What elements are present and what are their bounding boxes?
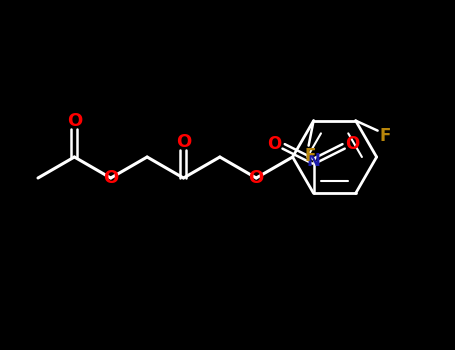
Text: O: O: [176, 133, 191, 151]
Text: N: N: [307, 152, 321, 170]
Text: O: O: [268, 135, 282, 153]
Text: O: O: [248, 169, 264, 187]
Text: F: F: [380, 127, 391, 145]
Text: F: F: [305, 147, 316, 164]
Text: O: O: [103, 169, 118, 187]
Text: O: O: [67, 112, 82, 130]
Text: O: O: [345, 135, 360, 153]
